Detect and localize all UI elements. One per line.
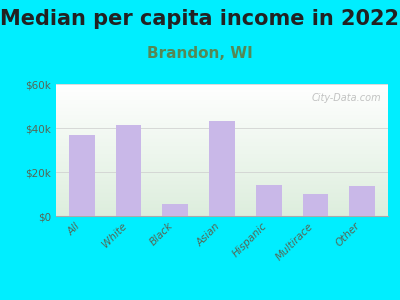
Text: Median per capita income in 2022: Median per capita income in 2022 [0,9,400,29]
Bar [350,186,375,216]
Text: City-Data.com: City-Data.com [312,93,381,103]
Bar [116,125,141,216]
Bar [256,185,282,216]
Bar [162,204,188,216]
Bar [209,122,235,216]
Bar [303,194,328,216]
Text: Brandon, WI: Brandon, WI [147,46,253,62]
Bar [69,135,94,216]
